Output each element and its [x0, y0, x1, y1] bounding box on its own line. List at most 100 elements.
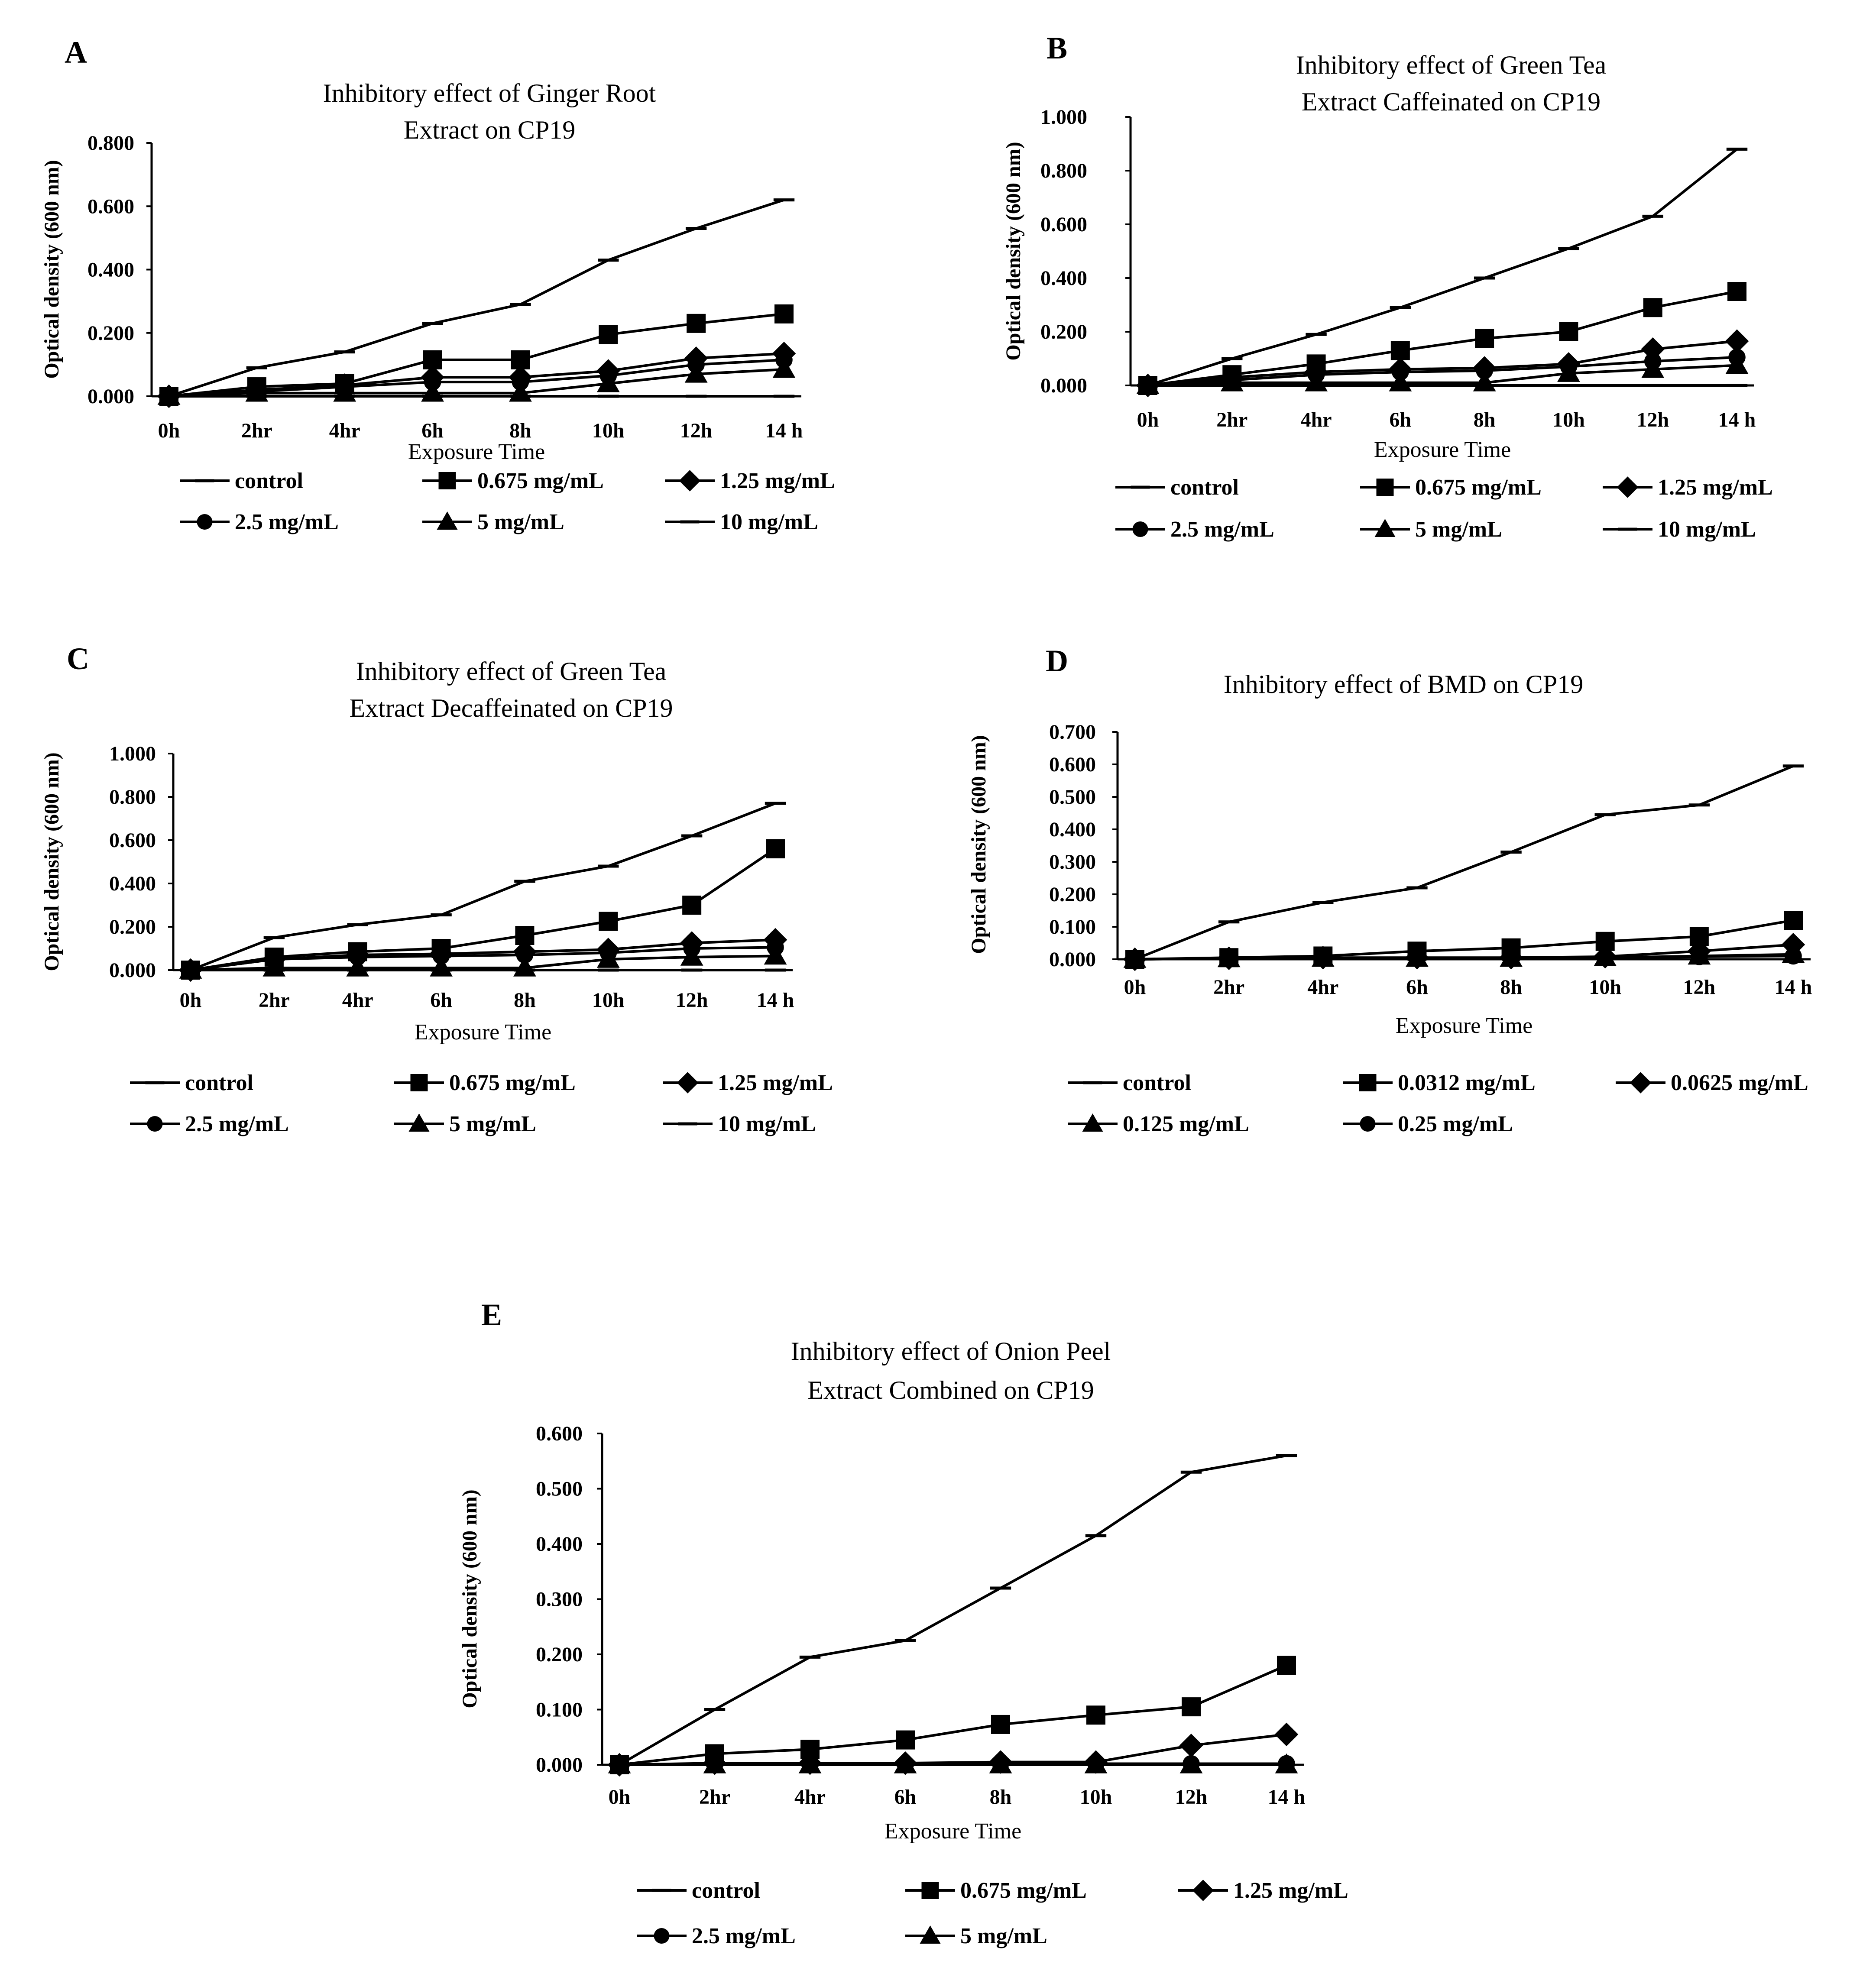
y-tick-label: 0.400	[87, 259, 134, 282]
legend-marker	[654, 1928, 670, 1944]
legend-marker	[1374, 519, 1396, 537]
data-point	[680, 945, 703, 966]
legend-marker	[197, 514, 213, 530]
data-point	[430, 956, 453, 977]
series-line	[190, 955, 776, 971]
x-axis-title: Exposure Time	[885, 1819, 1021, 1844]
x-tick-label: 2hr	[1213, 976, 1244, 999]
series-line	[168, 352, 784, 398]
series-4	[608, 1753, 1298, 1773]
chart-title-line: Inhibitory effect of BMD on CP19	[1224, 670, 1583, 699]
y-tick-label: 0.500	[536, 1478, 583, 1501]
y-tick-label: 0.200	[536, 1643, 583, 1666]
legend-label: 0.0625 mg/mL	[1671, 1071, 1808, 1095]
x-tick-label: 2hr	[1216, 408, 1247, 431]
chart-title-line: Inhibitory effect of Onion Peel	[791, 1337, 1111, 1365]
y-tick-label: 0.000	[1049, 948, 1096, 971]
data-point	[1126, 951, 1144, 968]
y-axis-title: Optical density (600 nm)	[967, 735, 990, 954]
legend-label: 1.25 mg/mL	[1233, 1878, 1348, 1903]
data-point	[599, 325, 618, 344]
x-axis-title: Exposure Time	[408, 440, 545, 464]
data-point	[682, 896, 702, 915]
data-point	[1220, 950, 1238, 967]
y-tick-label: 1.000	[109, 742, 156, 765]
legend-entry: 5 mg/mL	[394, 1112, 536, 1136]
legend-label: control	[1123, 1071, 1191, 1095]
panel-letter: D	[1046, 644, 1068, 678]
legend-label: 0.675 mg/mL	[960, 1878, 1087, 1903]
chart-panel-d: D Inhibitory effect of BMD on CP19 0.000 0.…	[967, 644, 1812, 1136]
legend-label: control	[185, 1071, 253, 1095]
x-tick-label: 8h	[990, 1786, 1012, 1809]
legend-label: 2.5 mg/mL	[185, 1112, 289, 1136]
chart-title-line: Extract on CP19	[404, 116, 576, 144]
legend-marker	[1192, 1880, 1214, 1901]
series-line	[190, 802, 776, 971]
x-tick-label: 0h	[1124, 976, 1146, 999]
series-line	[1134, 955, 1794, 961]
series-line	[1147, 148, 1738, 387]
data-point	[1476, 362, 1493, 379]
x-tick-label: 14 h	[765, 419, 803, 442]
legend-marker	[1359, 1074, 1377, 1091]
series-line	[1134, 764, 1794, 961]
x-tick-label: 8h	[1474, 408, 1496, 431]
data-point	[1725, 354, 1749, 374]
legend-entry: 2.5 mg/mL	[180, 510, 339, 534]
legend-label: 10 mg/mL	[1658, 517, 1756, 542]
series-line	[1147, 340, 1737, 387]
legend-label: control	[692, 1878, 760, 1903]
y-tick-label: 0.300	[1049, 851, 1096, 874]
x-tick-label: 14 h	[1718, 408, 1756, 431]
legend-label: 10 mg/mL	[718, 1112, 816, 1136]
series-line	[190, 946, 776, 971]
x-axis-title: Exposure Time	[1374, 437, 1511, 462]
y-tick-label: 0.100	[536, 1699, 583, 1721]
x-axis-title: Exposure Time	[1396, 1013, 1533, 1038]
data-point	[1182, 1697, 1201, 1717]
data-point	[687, 314, 706, 333]
data-point	[1502, 949, 1520, 967]
legend-label: 5 mg/mL	[1415, 517, 1502, 542]
y-tick-label: 0.200	[1040, 320, 1087, 343]
y-tick-label: 0.000	[109, 959, 156, 982]
series-line	[1147, 356, 1737, 387]
chart-panel-a: A Inhibitory effect of Ginger Root Extract…	[40, 35, 835, 534]
legend-entry: 5 mg/mL	[422, 510, 564, 534]
series-line	[168, 358, 784, 398]
data-point	[766, 839, 785, 858]
data-point	[1274, 1722, 1299, 1747]
data-point	[599, 912, 618, 931]
panel-letter: B	[1047, 31, 1067, 65]
legend-entry: 10 mg/mL	[1603, 517, 1756, 542]
y-axis-title: Optical density (600 nm)	[40, 160, 63, 379]
x-tick-label: 14 h	[757, 989, 794, 1012]
legend-marker	[679, 470, 701, 492]
y-tick-label: 0.000	[1040, 374, 1087, 397]
chart-title-line: Extract Combined on CP19	[807, 1376, 1094, 1404]
data-point	[1785, 947, 1802, 965]
x-tick-label: 12h	[680, 419, 713, 442]
chart-title-line: Inhibitory effect of Green Tea	[1296, 51, 1607, 79]
legend-label: 1.25 mg/mL	[1658, 475, 1773, 500]
x-tick-label: 4hr	[342, 989, 373, 1012]
chart-panel-e: E Inhibitory effect of Onion Peel Extract …	[458, 1298, 1348, 1948]
panel-letter: A	[65, 35, 87, 70]
series-line	[190, 848, 776, 971]
y-tick-label: 0.600	[536, 1422, 583, 1445]
series-line	[1147, 290, 1737, 387]
y-tick-label: 0.800	[1040, 159, 1087, 182]
x-tick-label: 12h	[676, 989, 708, 1012]
x-tick-label: 2hr	[241, 419, 272, 442]
y-tick-label: 0.200	[87, 322, 134, 345]
x-tick-label: 6h	[894, 1786, 917, 1809]
x-tick-label: 4hr	[329, 419, 360, 442]
y-axis-title: Optical density (600 nm)	[40, 752, 63, 971]
chart-title-line: Extract Caffeinated on CP19	[1302, 87, 1601, 116]
y-tick-label: 0.700	[1049, 721, 1096, 744]
data-point	[1084, 1753, 1108, 1773]
x-tick-label: 6h	[1390, 408, 1412, 431]
legend-entry: 0.0625 mg/mL	[1616, 1071, 1808, 1095]
series-0	[158, 198, 795, 398]
